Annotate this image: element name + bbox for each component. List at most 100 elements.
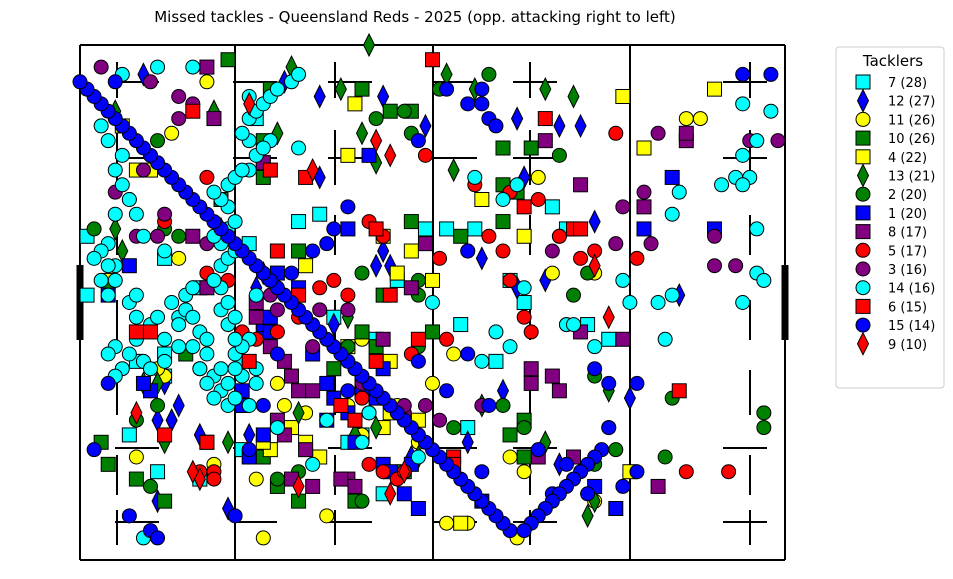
tackle-point [114,147,130,163]
tackle-point [313,84,326,109]
tackle-point [100,258,116,274]
tackle-point [551,228,567,244]
tackle-point [255,427,271,443]
tackle-point [410,133,426,149]
tackle-point [234,162,250,178]
tackle-point [432,250,448,266]
tackle-point [615,272,631,288]
tackle-point [305,456,321,472]
tackle-point [199,74,215,90]
legend-label-1: 12 (27) [888,95,935,110]
tackle-point [403,243,419,259]
tackle-point [608,501,624,516]
tackle-point [248,309,264,325]
tackle-point [291,243,307,259]
legend: Tacklers 7 (28) 12 (27) 11 (26) 10 (26) 4 (2… [835,46,945,389]
tackle-point [530,169,546,185]
legend-label-14: 9 (10) [888,338,927,353]
tackle-point [439,383,455,399]
tackle-point [664,169,680,185]
tackle-points [72,32,786,546]
tackle-point [347,96,363,112]
tackle-point [100,287,116,303]
tackle-point [243,91,256,116]
tackle-point [100,346,116,362]
tackle-point [206,184,222,200]
tackle-point [269,243,285,259]
legend-label-5: 13 (21) [888,170,935,185]
tackle-point [636,199,652,215]
tackle-point [319,508,335,524]
tackle-point [128,324,144,340]
tackle-point [657,449,673,465]
tackle-point [636,140,652,156]
tackle-point [86,442,102,458]
tackle-point [566,317,581,333]
tackle-point [664,287,680,303]
tackle-point [291,214,307,230]
tackle-point [523,375,539,391]
tackle-point [516,464,532,480]
tackle-point [516,420,532,436]
tackle-point [354,390,370,406]
tackle-point [678,125,694,141]
tackle-point [439,331,455,347]
tackle-point [446,346,462,362]
tackle-point [447,157,460,183]
tackle-point [284,265,299,281]
tackle-point [255,398,271,413]
legend-marker-0 [855,74,871,90]
tackle-point [164,125,180,141]
tackle-point [587,361,603,377]
tackle-point [86,250,102,266]
chart-title: Missed tackles - Queensland Reds - 2025 … [154,8,676,26]
tackle-point [227,214,243,230]
tackle-point [516,523,532,539]
tackle-point [615,199,631,215]
tackle-point [269,324,285,340]
tackle-point [221,430,235,455]
tackle-point [354,324,370,340]
tackle-point [241,442,257,458]
tackle-point [368,221,384,237]
tackle-point [678,464,694,480]
tackle-point [502,339,518,355]
tackle-point [384,143,397,168]
tackle-point [185,103,201,119]
tackle-point [361,405,377,421]
tackle-point [643,236,659,252]
tackle-point [460,96,476,112]
tackle-point [756,405,772,421]
tackle-point [292,400,305,425]
tackle-point [375,331,391,347]
tackle-point [206,272,222,288]
legend-marker-10 [855,261,871,277]
tackle-point [220,375,236,391]
tackle-point [354,265,370,281]
tackle-point [608,125,624,141]
tackle-point [370,128,383,153]
tackle-point [735,96,751,112]
legend-marker-4 [855,149,871,165]
tackle-point [255,140,271,156]
tackle-point [439,221,455,237]
tackle-point [340,287,356,303]
tackle-point [143,324,158,340]
tackle-point [622,295,638,310]
tackle-point [292,474,305,499]
tackle-point [636,184,652,200]
tackle-point [623,386,636,411]
tackle-point [671,383,687,399]
tackle-point [410,449,426,465]
tackle-point [425,295,440,310]
tackle-point [553,113,566,139]
tackle-point [602,305,615,330]
tackle-point [185,309,201,325]
series-14 [130,91,615,506]
tackle-point [495,243,511,259]
tackle-point [291,140,307,156]
tackle-point [298,258,314,274]
legend-label-9: 5 (17) [888,244,927,259]
tackle-point [157,427,173,443]
tackle-point [417,236,433,252]
